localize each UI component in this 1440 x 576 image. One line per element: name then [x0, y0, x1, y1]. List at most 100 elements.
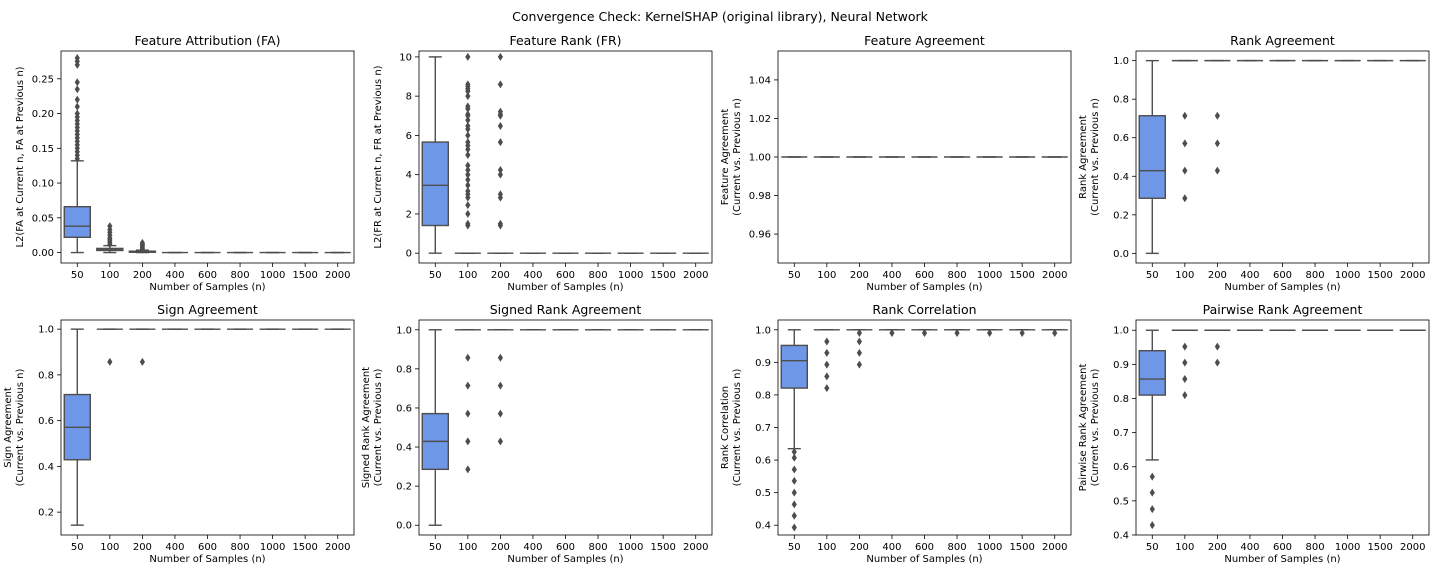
y-axis-label: Pairwise Rank Agreement — [1078, 364, 1089, 492]
x-tick-label: 100 — [100, 270, 119, 281]
chart-panel-5: Sign Agreement 0.2 0.4 0.6 0.8 1.0 50 100 200 400… — [3, 302, 355, 565]
x-tick-label: 1500 — [1009, 270, 1034, 281]
outlier-point — [1182, 139, 1188, 148]
chart-panel-2: Feature Rank (FR) 0 2 4 6 8 10 50 100 200 400 600 80… — [373, 33, 713, 293]
box-50 — [1138, 329, 1167, 530]
y-tick-label: 0.4 — [396, 443, 412, 454]
outlier-point — [824, 360, 830, 369]
y-tick-label: 1.0 — [1113, 56, 1129, 67]
box-2000 — [1041, 329, 1068, 338]
outlier-point — [465, 187, 471, 196]
y-tick-label: 0.8 — [755, 390, 771, 401]
outlier-point — [791, 465, 797, 474]
x-tick-label: 600 — [556, 270, 575, 281]
outlier-point — [497, 107, 503, 116]
y-axis-label: (Current vs. Previous n) — [15, 369, 26, 487]
x-tick-label: 200 — [491, 542, 510, 553]
outlier-point — [1149, 472, 1155, 481]
outlier-point — [465, 110, 471, 119]
y-tick-label: 0.6 — [1113, 462, 1129, 473]
x-axis-label: Number of Samples (n) — [507, 282, 623, 293]
x-tick-label: 100 — [458, 270, 477, 281]
y-tick-label: 0.9 — [1113, 360, 1129, 371]
y-tick-label: 0.9 — [755, 358, 771, 369]
y-tick-label: 10 — [399, 52, 412, 63]
outlier-point — [465, 181, 471, 190]
y-tick-label: 0.6 — [396, 403, 412, 414]
x-tick-label: 400 — [165, 270, 184, 281]
outlier-point — [1214, 111, 1220, 120]
x-tick-label: 100 — [817, 542, 836, 553]
y-axis-label: (Current vs. Previous n) — [1090, 98, 1101, 216]
outlier-point — [987, 329, 993, 338]
y-tick-label: 0.6 — [755, 456, 771, 467]
box-600 — [911, 329, 938, 338]
outlier-point — [497, 80, 503, 89]
y-tick-label: 0.2 — [38, 508, 54, 519]
outlier-point — [465, 131, 471, 140]
y-tick-label: 6 — [406, 131, 412, 142]
box-iqr — [780, 344, 808, 389]
outlier-point — [465, 437, 471, 446]
chart-panel-3: Feature Agreement 0.96 0.98 1.00 1.02 1.04 50 1… — [720, 33, 1072, 293]
x-tick-label: 400 — [523, 542, 542, 553]
outlier-point — [791, 453, 797, 462]
axes-frame — [60, 319, 355, 536]
x-tick-label: 200 — [133, 542, 152, 553]
outlier-point — [74, 78, 80, 87]
x-tick-label: 800 — [231, 270, 250, 281]
x-tick-label: 400 — [1240, 270, 1259, 281]
outlier-point — [497, 219, 503, 228]
box-50 — [421, 329, 449, 526]
outlier-point — [497, 353, 503, 362]
x-axis-label: Number of Samples (n) — [866, 554, 982, 565]
y-axis-label: (Current vs. Previous n) — [732, 98, 743, 216]
y-tick-label: 0.6 — [38, 416, 54, 427]
chart-title: Rank Agreement — [1230, 33, 1335, 48]
outlier-point — [1182, 166, 1188, 175]
box-100 — [813, 329, 840, 393]
axes-frame — [418, 50, 713, 264]
y-tick-label: 1.0 — [396, 325, 412, 336]
chart-title: Feature Agreement — [864, 33, 985, 48]
y-tick-label: 1.04 — [749, 75, 771, 86]
x-tick-label: 50 — [71, 270, 84, 281]
box-1500 — [1009, 329, 1036, 338]
y-tick-label: 0.20 — [32, 109, 54, 120]
x-tick-label: 200 — [850, 542, 869, 553]
x-tick-label: 2000 — [1400, 270, 1425, 281]
outlier-point — [824, 384, 830, 393]
x-axis-label: Number of Samples (n) — [1224, 554, 1340, 565]
axes-frame — [777, 50, 1072, 264]
outlier-point — [1149, 521, 1155, 530]
x-tick-label: 100 — [1175, 542, 1194, 553]
x-tick-label: 50 — [788, 270, 801, 281]
outlier-point — [1214, 139, 1220, 148]
y-tick-label: 0.7 — [755, 423, 771, 434]
outlier-point — [856, 360, 862, 369]
chart-title: Pairwise Rank Agreement — [1203, 302, 1363, 317]
chart-panel-1: Feature Attribution (FA) 0.00 0.05 0.10 0.15… — [15, 33, 355, 293]
x-tick-label: 1500 — [1367, 270, 1392, 281]
outlier-point — [791, 476, 797, 485]
outlier-point — [465, 92, 471, 101]
outlier-point — [954, 329, 960, 338]
outlier-point — [465, 219, 471, 228]
y-tick-label: 0.0 — [1113, 249, 1129, 260]
x-tick-label: 50 — [429, 542, 442, 553]
x-tick-label: 2000 — [683, 270, 708, 281]
chart-title: Feature Attribution (FA) — [134, 33, 280, 48]
x-tick-label: 2000 — [1400, 542, 1425, 553]
box-100 — [96, 328, 123, 366]
outlier-point — [465, 138, 471, 147]
y-tick-label: 0.2 — [1113, 210, 1129, 221]
y-tick-label: 1.0 — [38, 325, 54, 336]
outlier-point — [74, 102, 80, 111]
outlier-point — [824, 348, 830, 357]
y-axis-label: L2(FA at Current n, FA at Previous n) — [15, 66, 26, 247]
x-axis-label: Number of Samples (n) — [507, 554, 623, 565]
x-tick-label: 1500 — [650, 542, 675, 553]
box-50 — [63, 328, 91, 526]
outlier-point — [497, 52, 503, 61]
